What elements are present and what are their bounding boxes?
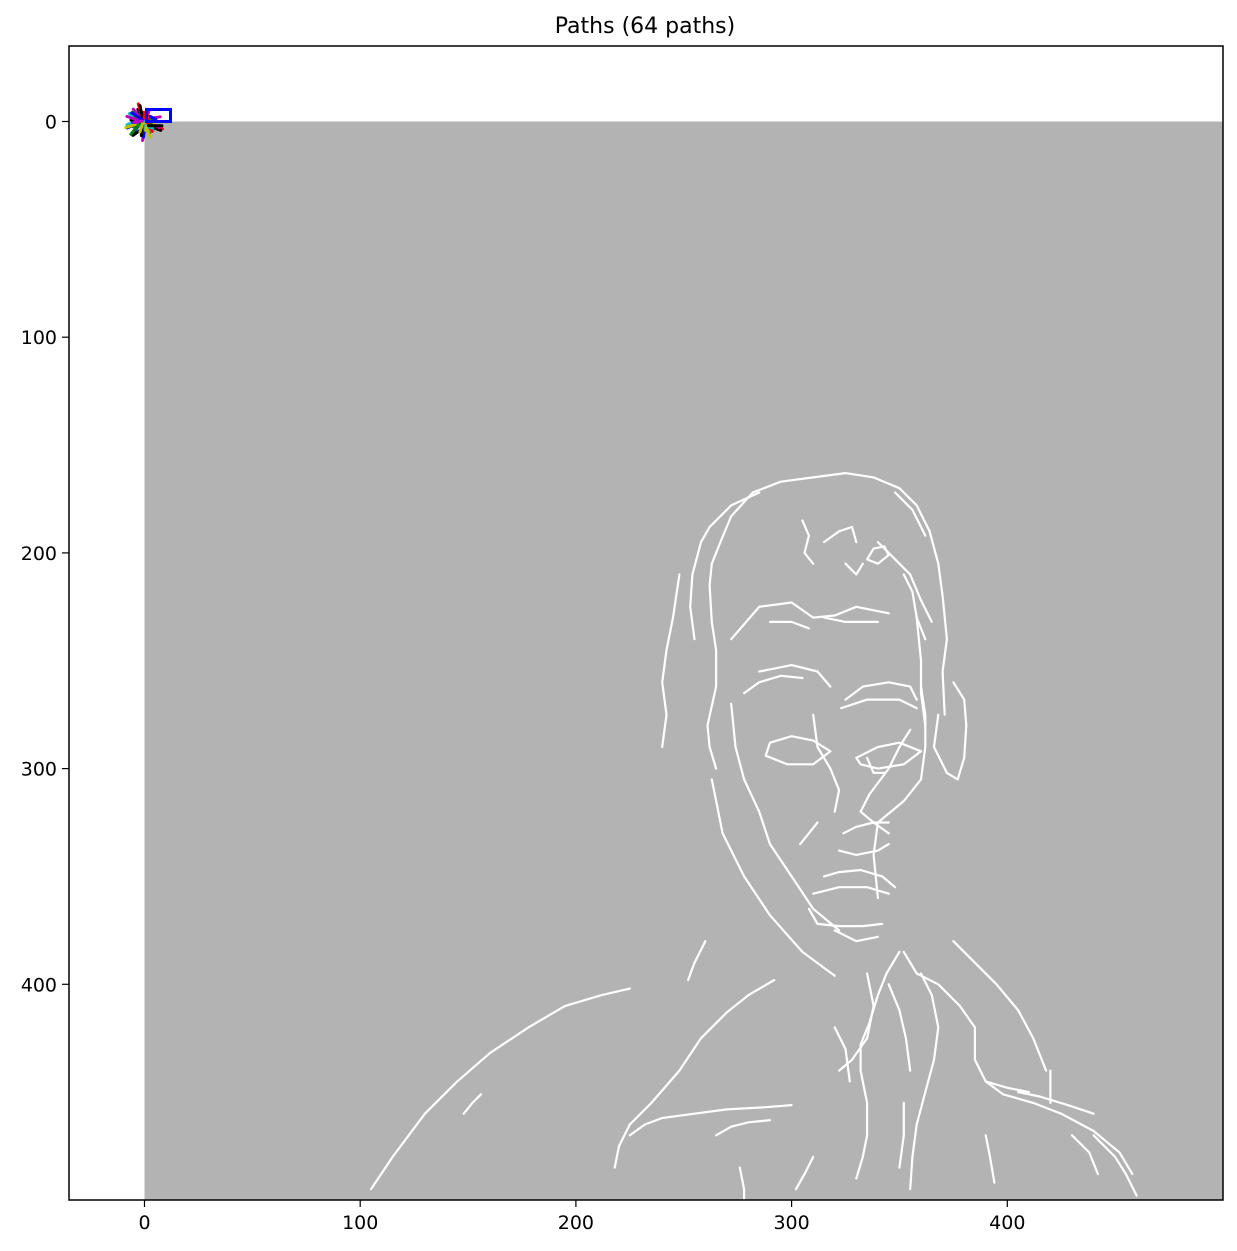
y-axis: 0 100 200 300 400 [21,111,69,996]
edge-contour-31 [844,562,864,576]
edge-contour-53 [1070,1134,1100,1176]
edge-contour-18 [855,741,923,770]
edge-contour-3 [893,491,927,537]
edge-contour-37 [876,950,901,997]
edge-contour-22 [842,821,890,835]
edge-contour-13 [758,663,832,688]
path-22 [142,126,147,131]
y-tick-label: 400 [21,974,57,996]
image-background [144,121,1223,1200]
path-cluster [124,102,172,142]
edge-contour-34 [661,573,681,749]
edge-contour-2 [708,491,761,529]
axes-frame [68,45,1224,1201]
path-58 [129,121,142,136]
edge-contour-55 [984,1134,996,1184]
edge-image [144,121,1223,1200]
edge-contour-29 [822,525,858,544]
path-52 [144,124,149,133]
x-tick-label: 300 [773,1212,809,1234]
edge-contour-56 [898,1101,905,1169]
edge-contour-52 [1092,1134,1138,1197]
y-tick-label: 100 [21,327,57,349]
path-61 [132,119,144,124]
edge-contour-39 [973,1058,1134,1176]
edge-contour-15 [844,681,918,701]
edge-contour-36 [855,993,880,1180]
y-tick-label: 200 [21,543,57,565]
edge-contour-27 [833,929,880,943]
edge-contour-10 [730,601,890,641]
edge-contour-58 [794,1155,815,1191]
edge-contour-19 [865,756,886,775]
edge-contour-32 [876,540,933,624]
y-tick-label: 0 [45,111,57,133]
edge-contour-6 [932,681,968,781]
edge-contour-7 [915,616,927,727]
edge-contour-5 [710,778,836,977]
edge-contour-21 [799,821,819,846]
edge-contour-48 [628,1103,793,1137]
edge-contour-9 [872,685,927,900]
edge-contour-16 [840,698,918,710]
x-tick-label: 0 [138,1212,150,1234]
path-62 [142,110,147,120]
x-tick-label: 100 [342,1212,378,1234]
path-46 [138,104,145,121]
x-axis: 0 100 200 300 400 [138,1200,1025,1234]
edge-contour-41 [984,1080,1031,1094]
edge-contour-28 [801,519,815,565]
edge-contour-35 [613,978,776,1169]
path-59 [138,121,145,134]
edge-contour-40 [1016,1090,1095,1115]
edge-contour-20 [812,713,841,813]
path-box [144,107,172,123]
edge-contour-26 [807,907,884,928]
edge-contour-47 [833,1026,851,1083]
edge-contour-42 [952,940,1048,1072]
edge-contour-45 [887,983,912,1072]
edge-contour-17 [764,735,832,766]
y-tick-label: 300 [21,759,57,781]
edge-contour-4 [730,702,841,932]
edge-contour-24 [822,868,897,889]
edge-contour-14 [742,674,804,695]
edge-contour-11 [768,620,811,630]
edge-contour-38 [902,950,977,1061]
edge-contour-51 [462,1093,483,1115]
edge-contour-25 [812,886,890,895]
edge-contour-50 [369,987,631,1191]
x-tick-label: 400 [989,1212,1025,1234]
chart-title: Paths (64 paths) [555,14,735,39]
edge-contour-49 [714,1119,772,1137]
edge-contour-1 [689,525,711,641]
edge-contour-0 [706,472,949,770]
edge-contour-44 [909,972,940,1191]
path-63 [148,115,158,121]
edge-contour-33 [902,573,927,641]
edge-contour-54 [686,940,707,982]
x-tick-label: 200 [558,1212,594,1234]
edge-contour-12 [822,616,880,624]
path-49 [130,111,146,122]
edge-contour-23 [837,842,890,857]
edge-contour-57 [738,1166,746,1200]
